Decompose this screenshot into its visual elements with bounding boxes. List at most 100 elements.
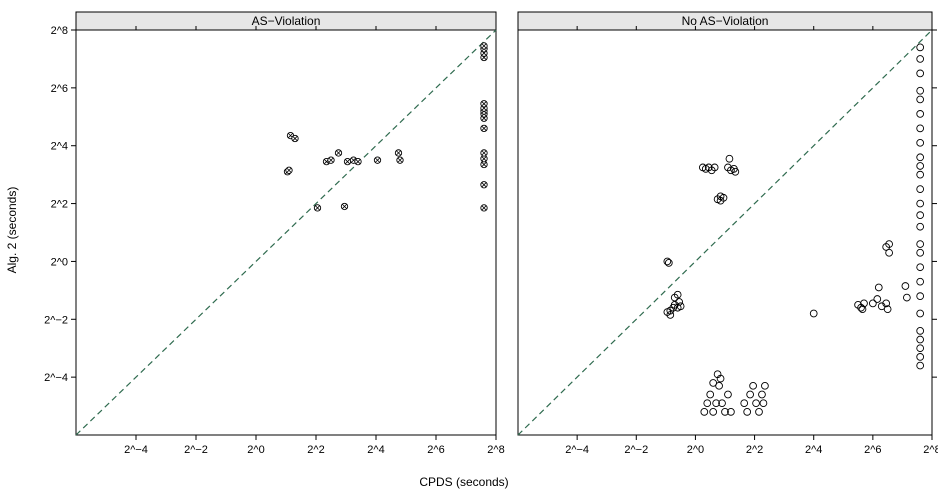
- x-tick-label: 2^6: [864, 444, 881, 456]
- x-tick-label: 2^4: [805, 444, 822, 456]
- y-tick-label: 2^4: [51, 141, 68, 153]
- data-point: [916, 222, 925, 231]
- data-point: [291, 134, 299, 143]
- data-point: [916, 361, 925, 370]
- data-point: [313, 204, 322, 212]
- data-point: [916, 327, 925, 335]
- data-point: [885, 240, 893, 248]
- data-point: [709, 408, 718, 416]
- data-point: [354, 157, 362, 166]
- x-tick-label: 2^4: [367, 444, 384, 456]
- data-point: [394, 149, 403, 157]
- x-tick-label: 2^−2: [184, 444, 208, 456]
- data-point: [480, 181, 488, 189]
- data-point: [675, 298, 684, 306]
- data-point: [858, 305, 867, 314]
- x-tick-label: 2^−2: [624, 444, 648, 456]
- data-point: [716, 192, 725, 201]
- data-point: [759, 399, 768, 408]
- data-point: [882, 299, 891, 308]
- data-point: [916, 55, 925, 63]
- data-point: [710, 163, 719, 172]
- data-point: [373, 156, 382, 164]
- data-point: [916, 240, 925, 248]
- data-point: [663, 257, 672, 266]
- data-point: [746, 390, 754, 399]
- data-point: [480, 204, 488, 212]
- x-axis-label: CPDS (seconds): [419, 475, 508, 489]
- panel-2: No AS−Violation 2^−4 2^−2 2^0 2^2 2^4 2^6 2^8: [517, 11, 938, 456]
- panel-1: AS−Violation 2^−4 2^−2 2^0 2^2 2^4 2^6 2^8 2^−4 2…: [44, 11, 505, 456]
- data-point: [700, 408, 709, 416]
- y-tick-label: 2^6: [51, 83, 68, 95]
- data-point: [916, 138, 925, 147]
- panel-title: No AS−Violation: [682, 14, 769, 28]
- data-point: [916, 69, 925, 78]
- data-point: [755, 408, 763, 416]
- data-point: [809, 309, 818, 318]
- data-point: [885, 248, 893, 257]
- data-point: [285, 166, 293, 174]
- data-point: [716, 374, 725, 383]
- data-point: [761, 381, 769, 390]
- panels: AS−Violation 2^−4 2^−2 2^0 2^2 2^4 2^6 2^8 2^−4 2…: [44, 11, 938, 456]
- data-point: [752, 399, 760, 408]
- x-tick-label: 2^6: [427, 444, 444, 456]
- data-point: [916, 86, 925, 95]
- x-tick-label: 2^8: [487, 444, 504, 456]
- data-point: [725, 154, 734, 163]
- data-point: [916, 162, 925, 170]
- y-tick-label: 2^−4: [44, 372, 68, 384]
- y-tick-label: 2^2: [51, 199, 68, 211]
- data-point: [749, 381, 757, 390]
- data-point: [709, 379, 718, 387]
- data-point: [916, 95, 925, 104]
- data-point: [916, 248, 925, 257]
- data-point: [703, 399, 712, 408]
- plot-frame: [75, 29, 497, 436]
- reference-diagonal-line: [75, 29, 497, 436]
- data-point: [916, 344, 925, 353]
- reference-diagonal-line: [517, 29, 933, 436]
- y-tick-label: 2^−2: [44, 314, 68, 326]
- data-point: [327, 156, 335, 164]
- panel-title: AS−Violation: [252, 14, 321, 28]
- data-point: [916, 353, 925, 361]
- data-point: [343, 157, 352, 166]
- x-tick-label: 2^−4: [565, 444, 589, 456]
- data-point: [721, 408, 729, 416]
- data-point: [916, 124, 925, 133]
- data-point: [916, 153, 925, 162]
- data-point: [340, 202, 349, 211]
- data-point: [740, 399, 749, 408]
- data-point: [706, 390, 715, 399]
- data-point: [676, 302, 685, 311]
- data-point: [860, 299, 868, 308]
- data-point: [743, 408, 752, 416]
- x-tick-label: 2^−4: [124, 444, 148, 456]
- data-point: [901, 282, 910, 290]
- data-point: [396, 156, 404, 164]
- data-point: [480, 100, 488, 108]
- data-point: [718, 399, 726, 408]
- data-point: [903, 293, 911, 302]
- data-point: [916, 170, 925, 179]
- plot-frame: [517, 29, 933, 436]
- data-point: [480, 42, 488, 50]
- data-point: [480, 149, 488, 157]
- y-tick-label: 2^0: [51, 256, 68, 268]
- data-point: [727, 408, 735, 416]
- data-point: [874, 283, 883, 292]
- data-point: [916, 335, 925, 344]
- data-point: [873, 295, 882, 303]
- data-point: [916, 263, 925, 272]
- data-point: [916, 110, 925, 118]
- data-point: [916, 292, 925, 300]
- data-point: [480, 155, 488, 163]
- data-point: [916, 43, 925, 52]
- x-tick-label: 2^2: [307, 444, 324, 456]
- data-point: [916, 277, 925, 286]
- data-point: [916, 185, 925, 193]
